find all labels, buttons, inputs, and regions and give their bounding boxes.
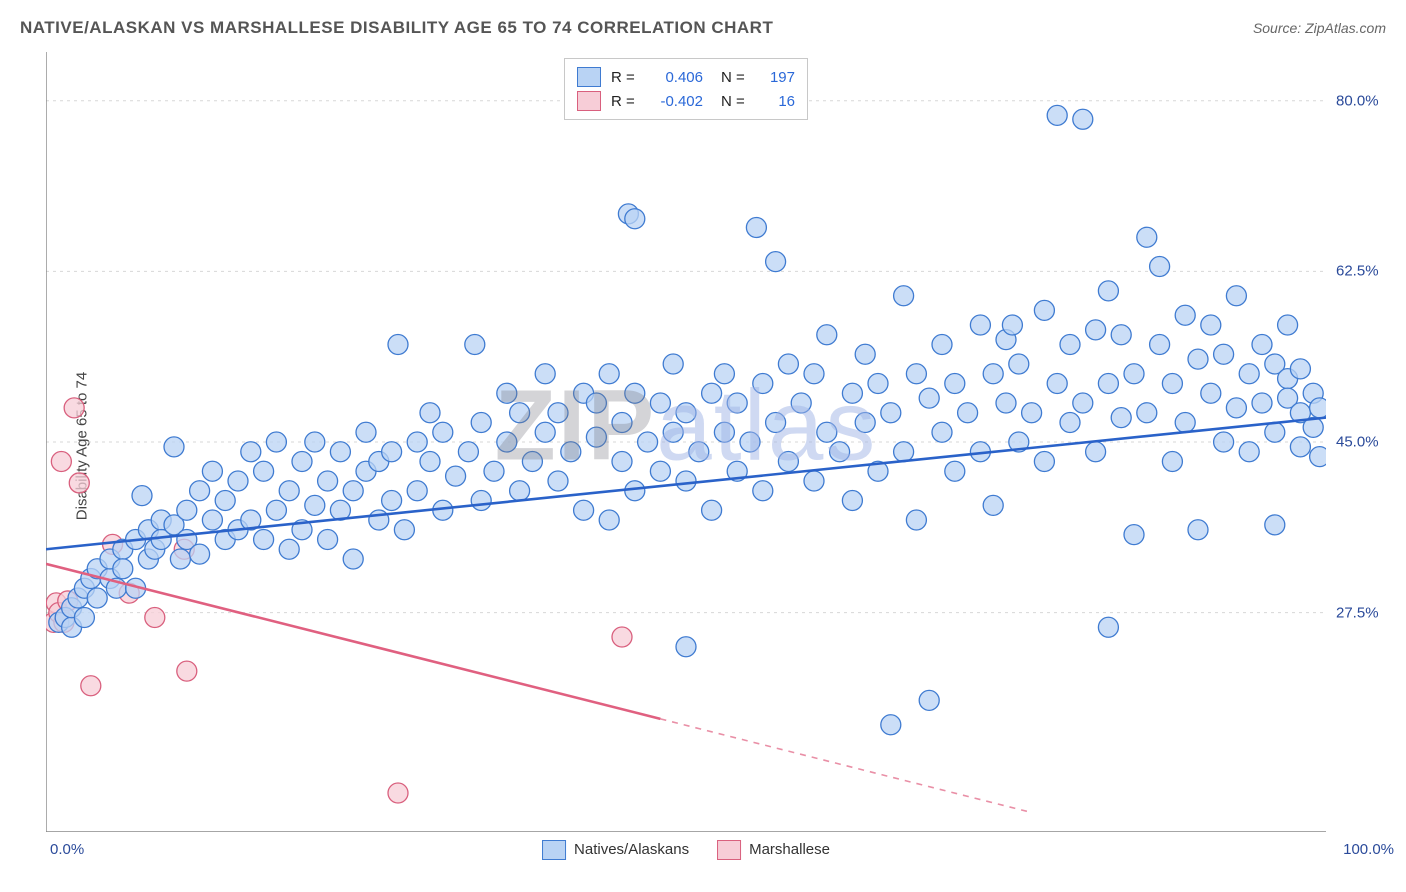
y-tick-label: 45.0% [1336, 434, 1396, 451]
source-attribution: Source: ZipAtlas.com [1253, 20, 1386, 36]
y-tick-label: 62.5% [1336, 263, 1396, 280]
legend-swatch-marshallese-icon [717, 840, 741, 860]
plot-area: ZIPatlas R = 0.406 N = 197 R = -0.402 N … [46, 52, 1326, 832]
correlation-legend: R = 0.406 N = 197 R = -0.402 N = 16 [564, 58, 808, 120]
legend-swatch-natives [577, 67, 601, 87]
y-tick-label: 27.5% [1336, 604, 1396, 621]
legend-item-marshallese: Marshallese [717, 840, 830, 860]
legend-item-natives: Natives/Alaskans [542, 840, 689, 860]
legend-swatch-marshallese [577, 91, 601, 111]
x-tick-label: 100.0% [1343, 841, 1394, 858]
chart-header: NATIVE/ALASKAN VS MARSHALLESE DISABILITY… [20, 18, 1386, 46]
legend-row-marshallese: R = -0.402 N = 16 [577, 89, 795, 113]
x-tick-label: 0.0% [50, 841, 84, 858]
legend-swatch-natives-icon [542, 840, 566, 860]
series-legend: Natives/Alaskans Marshallese [542, 840, 830, 860]
chart-title: NATIVE/ALASKAN VS MARSHALLESE DISABILITY… [20, 18, 773, 37]
legend-row-natives: R = 0.406 N = 197 [577, 65, 795, 89]
y-tick-label: 80.0% [1336, 92, 1396, 109]
scatter-plot [46, 52, 1326, 832]
